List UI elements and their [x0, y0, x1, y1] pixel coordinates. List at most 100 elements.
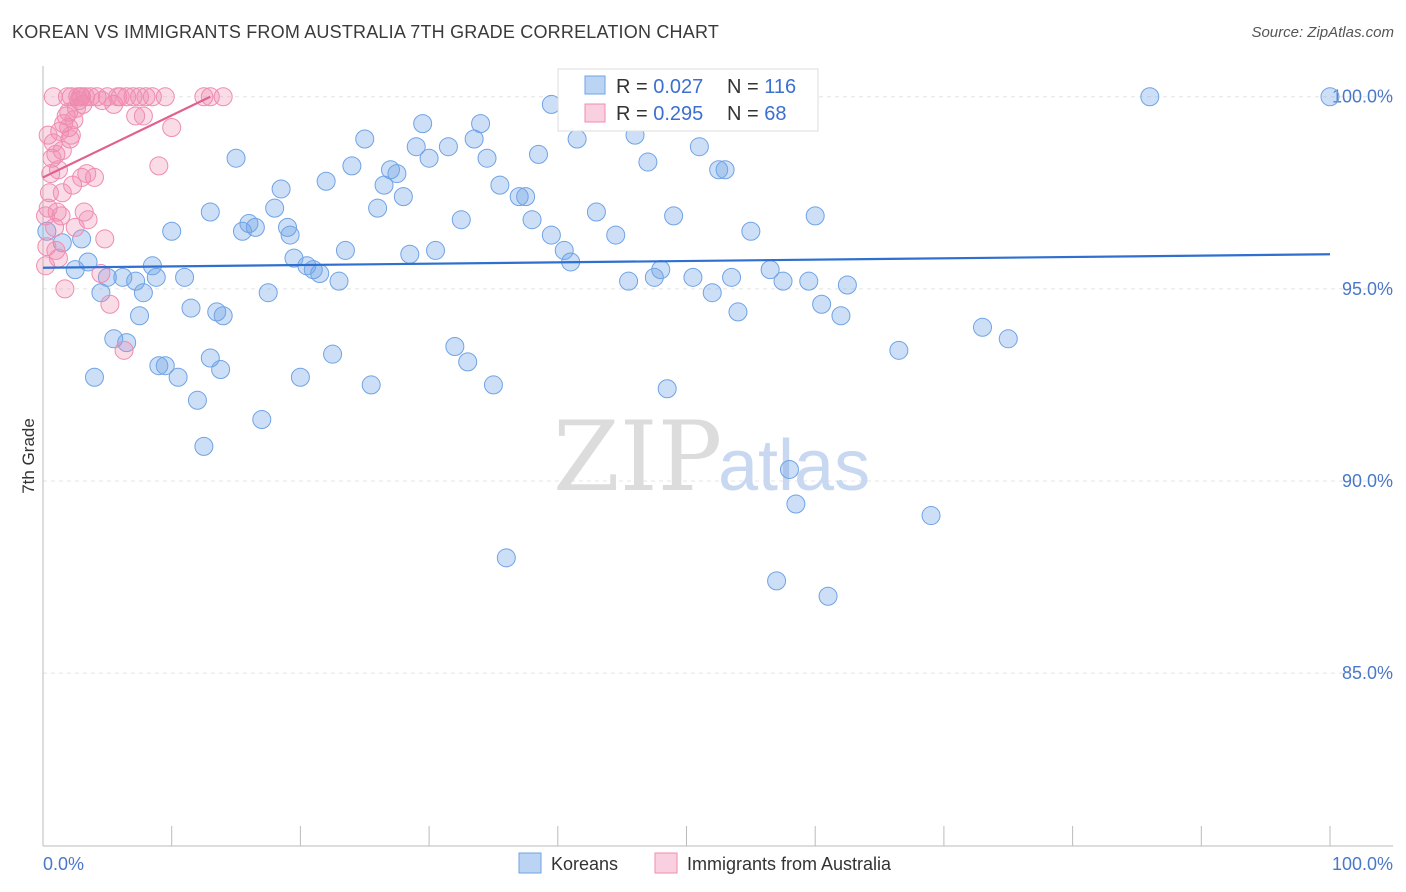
- australia-point-48: [149, 156, 169, 176]
- australia-point-36: [91, 263, 111, 283]
- korean-point-96: [767, 571, 787, 591]
- x-ticks: [42, 826, 1331, 846]
- stats-legend: R = 0.027 N = 116 R = 0.295 N = 68: [557, 68, 819, 132]
- korean-point-60: [451, 210, 471, 230]
- korean-point-91: [722, 267, 742, 287]
- korean-point-63: [471, 114, 491, 134]
- korean-point-55: [413, 114, 433, 134]
- korean-point-79: [606, 225, 626, 245]
- australia-point-38: [97, 87, 117, 107]
- australia-point-59: [52, 183, 72, 203]
- korean-point-66: [490, 175, 510, 195]
- korean-point-44: [335, 240, 355, 260]
- korean-point-58: [438, 137, 458, 157]
- korean-point-56: [419, 148, 439, 168]
- korean-point-41: [316, 171, 336, 191]
- australia-point-5: [42, 148, 62, 168]
- korean-point-43: [329, 271, 349, 291]
- korean-point-20: [187, 390, 207, 410]
- legend-r-row-1: R = 0.027: [616, 76, 703, 98]
- australia-point-60: [43, 87, 63, 107]
- gridlines: [43, 96, 1393, 674]
- australia-point-13: [52, 141, 72, 161]
- korean-point-72: [541, 225, 561, 245]
- australia-point-54: [213, 87, 233, 107]
- korean-point-82: [638, 152, 658, 172]
- x-tick-label-min: 0.0%: [43, 854, 84, 874]
- korean-point-68: [509, 187, 529, 207]
- y-tick-label-1: 95.0%: [1342, 279, 1393, 299]
- korean-point-14: [146, 267, 166, 287]
- australia-point-58: [72, 87, 92, 107]
- legend-n-label-1: N =: [727, 76, 764, 98]
- australia-point-9: [47, 202, 67, 222]
- source-label: Source: ZipAtlas.com: [1251, 24, 1394, 41]
- korean-point-57: [426, 240, 446, 260]
- legend-n-value-2: 68: [764, 103, 786, 125]
- australia-point-51: [114, 340, 134, 360]
- korean-point-101: [805, 206, 825, 226]
- australia-point-61: [108, 87, 128, 107]
- australia-point-43: [123, 87, 143, 107]
- korean-point-102: [812, 294, 832, 314]
- korean-point-86: [683, 267, 703, 287]
- bottom-legend-swatch-koreans: [518, 852, 542, 874]
- trend-line-australia: [42, 95, 211, 179]
- x-tick-label-max: 100.0%: [1332, 854, 1393, 874]
- korean-point-74: [554, 240, 574, 260]
- korean-point-11: [130, 306, 150, 326]
- korean-point-97: [773, 271, 793, 291]
- korean-point-1: [52, 233, 72, 253]
- chart-title: KOREAN VS IMMIGRANTS FROM AUSTRALIA 7TH …: [12, 22, 720, 42]
- legend-r-label-2: R =: [616, 103, 653, 125]
- legend-n-label-2: N =: [727, 103, 764, 125]
- korean-point-53: [400, 244, 420, 264]
- korean-point-35: [280, 225, 300, 245]
- korean-point-83: [644, 267, 664, 287]
- korean-point-115: [651, 260, 671, 280]
- legend-n-row-2: N = 68: [727, 103, 787, 125]
- korean-point-109: [998, 329, 1018, 349]
- legend-n-value-1: 116: [764, 76, 796, 98]
- korean-point-33: [271, 179, 291, 199]
- watermark-atlas: atlas: [718, 426, 870, 506]
- australia-point-15: [55, 279, 75, 299]
- legend-r-value-1: 0.027: [653, 76, 703, 98]
- korean-point-59: [445, 336, 465, 356]
- legend-swatch-koreans: [584, 75, 606, 95]
- korean-point-31: [258, 283, 278, 303]
- korean-point-18: [175, 267, 195, 287]
- series-legend: Koreans Immigrants from Australia: [518, 852, 892, 874]
- korean-point-85: [664, 206, 684, 226]
- korean-point-80: [619, 271, 639, 291]
- korean-point-34: [278, 217, 298, 237]
- y-tick-label-3: 85.0%: [1342, 663, 1393, 683]
- korean-point-110: [1140, 87, 1160, 107]
- australia-point-32: [78, 210, 98, 230]
- australia-point-49: [155, 87, 175, 107]
- y-tick-labels: 100.0% 95.0% 90.0% 85.0%: [1332, 87, 1393, 683]
- australia-point-63: [133, 106, 153, 126]
- korean-point-103: [818, 586, 838, 606]
- korean-point-114: [72, 229, 92, 249]
- korean-point-107: [921, 506, 941, 526]
- legend-r-row-2: R = 0.295: [616, 103, 703, 125]
- korean-point-17: [168, 367, 188, 387]
- korean-point-26: [226, 148, 246, 168]
- korean-point-69: [516, 187, 536, 207]
- korean-point-48: [368, 198, 388, 218]
- legend-r-label-1: R =: [616, 76, 653, 98]
- australia-point-50: [162, 117, 182, 137]
- korean-point-27: [232, 221, 252, 241]
- korean-point-47: [361, 375, 381, 395]
- korean-point-99: [786, 494, 806, 514]
- korean-point-92: [728, 302, 748, 322]
- australia-point-45: [130, 87, 150, 107]
- australia-point-46: [136, 87, 156, 107]
- trend-line-koreans: [42, 253, 1331, 269]
- australia-point-35: [87, 87, 107, 107]
- watermark: ZIP atlas: [553, 401, 870, 513]
- australia-point-62: [92, 91, 112, 111]
- australia-point-67: [77, 164, 97, 184]
